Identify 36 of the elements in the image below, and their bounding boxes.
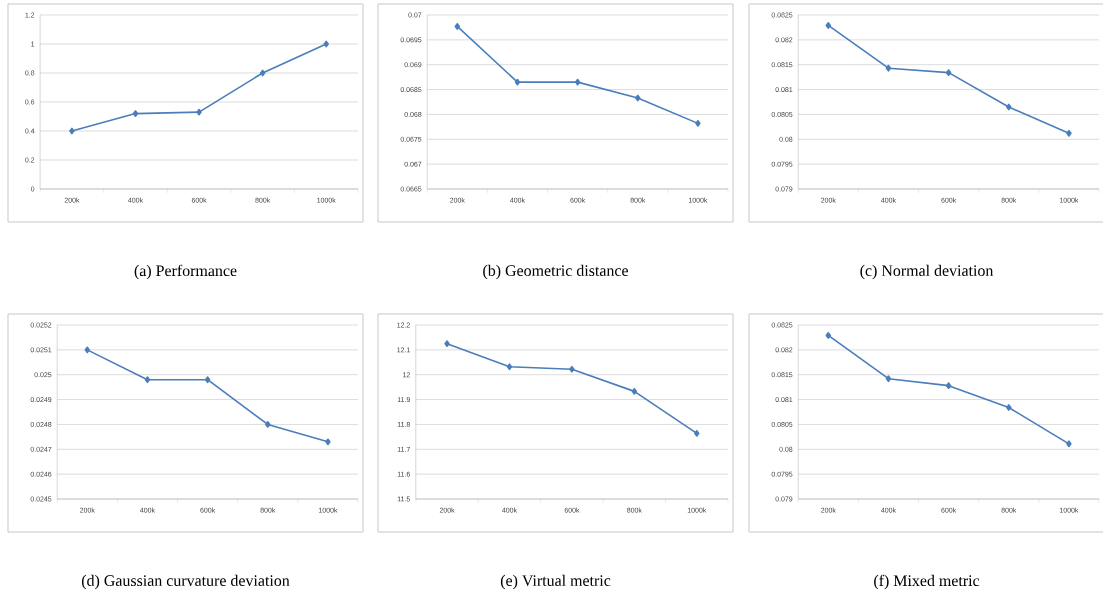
point bbox=[132, 110, 139, 117]
point bbox=[695, 119, 701, 127]
point bbox=[196, 108, 202, 116]
point bbox=[885, 375, 892, 383]
point bbox=[144, 376, 151, 384]
text: (e) Virtual metric bbox=[500, 574, 611, 590]
point bbox=[259, 69, 266, 77]
point bbox=[569, 365, 575, 373]
point bbox=[694, 429, 700, 437]
point bbox=[325, 438, 331, 446]
point bbox=[323, 40, 329, 48]
point bbox=[945, 382, 952, 390]
text: (a) Performance bbox=[134, 264, 237, 280]
text: (c) Normal deviation bbox=[860, 264, 994, 280]
point bbox=[825, 22, 832, 29]
point bbox=[574, 78, 581, 86]
point bbox=[1066, 440, 1072, 448]
point bbox=[69, 127, 75, 135]
point bbox=[265, 421, 271, 428]
point bbox=[454, 23, 461, 30]
point bbox=[506, 363, 513, 371]
point bbox=[1006, 103, 1012, 111]
point bbox=[825, 332, 832, 339]
point bbox=[631, 387, 638, 395]
point bbox=[1006, 404, 1012, 411]
point bbox=[204, 376, 211, 384]
point bbox=[84, 346, 91, 354]
point bbox=[444, 340, 450, 348]
point bbox=[885, 64, 892, 72]
text: (f) Mixed metric bbox=[874, 574, 980, 590]
point bbox=[945, 69, 952, 77]
point bbox=[1066, 129, 1072, 137]
text: (d) Gaussian curvature deviation bbox=[81, 574, 290, 590]
text: (b) Geometric distance bbox=[483, 264, 628, 280]
point bbox=[635, 94, 641, 102]
point bbox=[514, 78, 521, 86]
